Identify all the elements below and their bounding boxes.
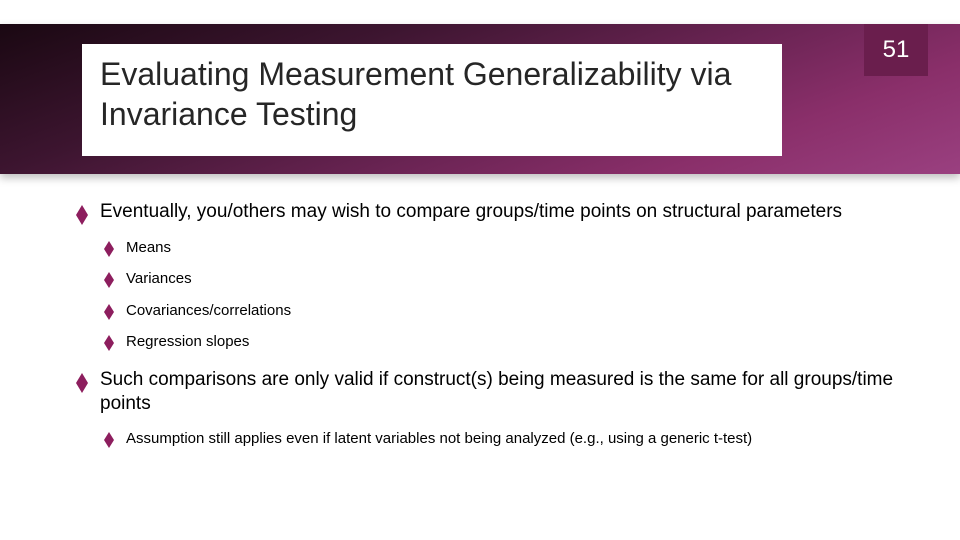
bullet-text: Means (126, 239, 171, 256)
bullet-text: Such comparisons are only valid if const… (100, 369, 893, 414)
slide: Evaluating Measurement Generalizability … (0, 0, 960, 540)
list-item: Regression slopes (100, 332, 920, 352)
bullet-list-level1: Eventually, you/others may wish to compa… (70, 200, 920, 449)
bullet-text: Covariances/correlations (126, 302, 291, 319)
list-item: Means (100, 238, 920, 258)
list-item: Covariances/correlations (100, 301, 920, 321)
slide-body: Eventually, you/others may wish to compa… (70, 200, 920, 465)
slide-title: Evaluating Measurement Generalizability … (100, 54, 766, 134)
bullet-text: Regression slopes (126, 333, 249, 350)
bullet-list-level2: Assumption still applies even if latent … (100, 429, 920, 449)
title-container: Evaluating Measurement Generalizability … (82, 44, 782, 156)
list-item: Eventually, you/others may wish to compa… (70, 200, 920, 352)
bullet-list-level2: Means Variances Covariances/correlations… (100, 238, 920, 352)
bullet-text: Assumption still applies even if latent … (126, 430, 752, 447)
list-item: Assumption still applies even if latent … (100, 429, 920, 449)
page-number-badge: 51 (864, 24, 928, 76)
list-item: Such comparisons are only valid if const… (70, 368, 920, 449)
bullet-text: Variances (126, 270, 192, 287)
page-number: 51 (883, 36, 910, 64)
bullet-text: Eventually, you/others may wish to compa… (100, 201, 842, 222)
list-item: Variances (100, 269, 920, 289)
